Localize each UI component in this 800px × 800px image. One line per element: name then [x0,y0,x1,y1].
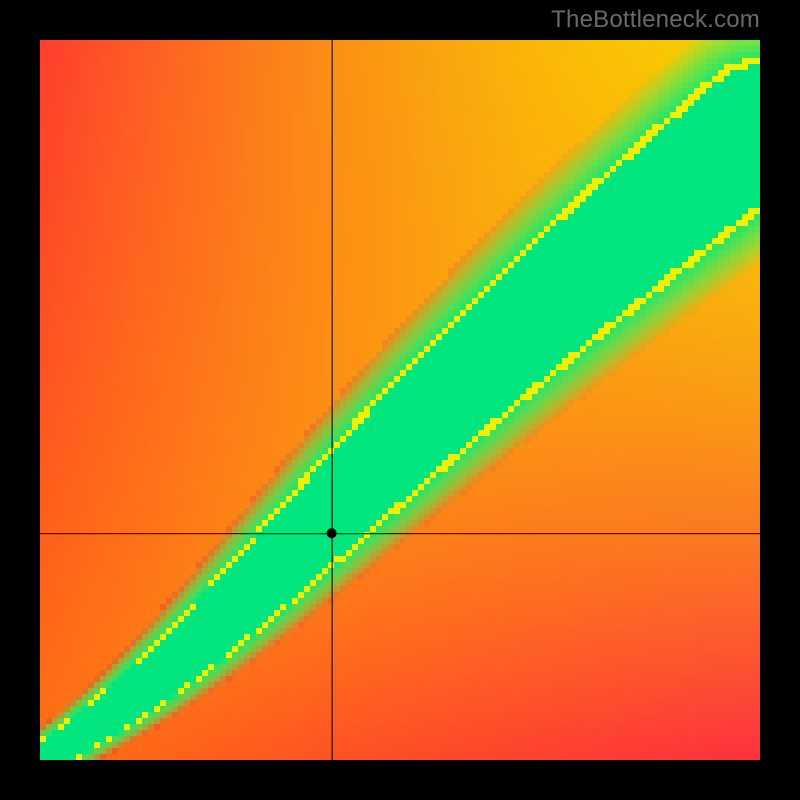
watermark-text: TheBottleneck.com [551,6,760,34]
bottleneck-heatmap [40,40,760,760]
heatmap-canvas [40,40,760,760]
